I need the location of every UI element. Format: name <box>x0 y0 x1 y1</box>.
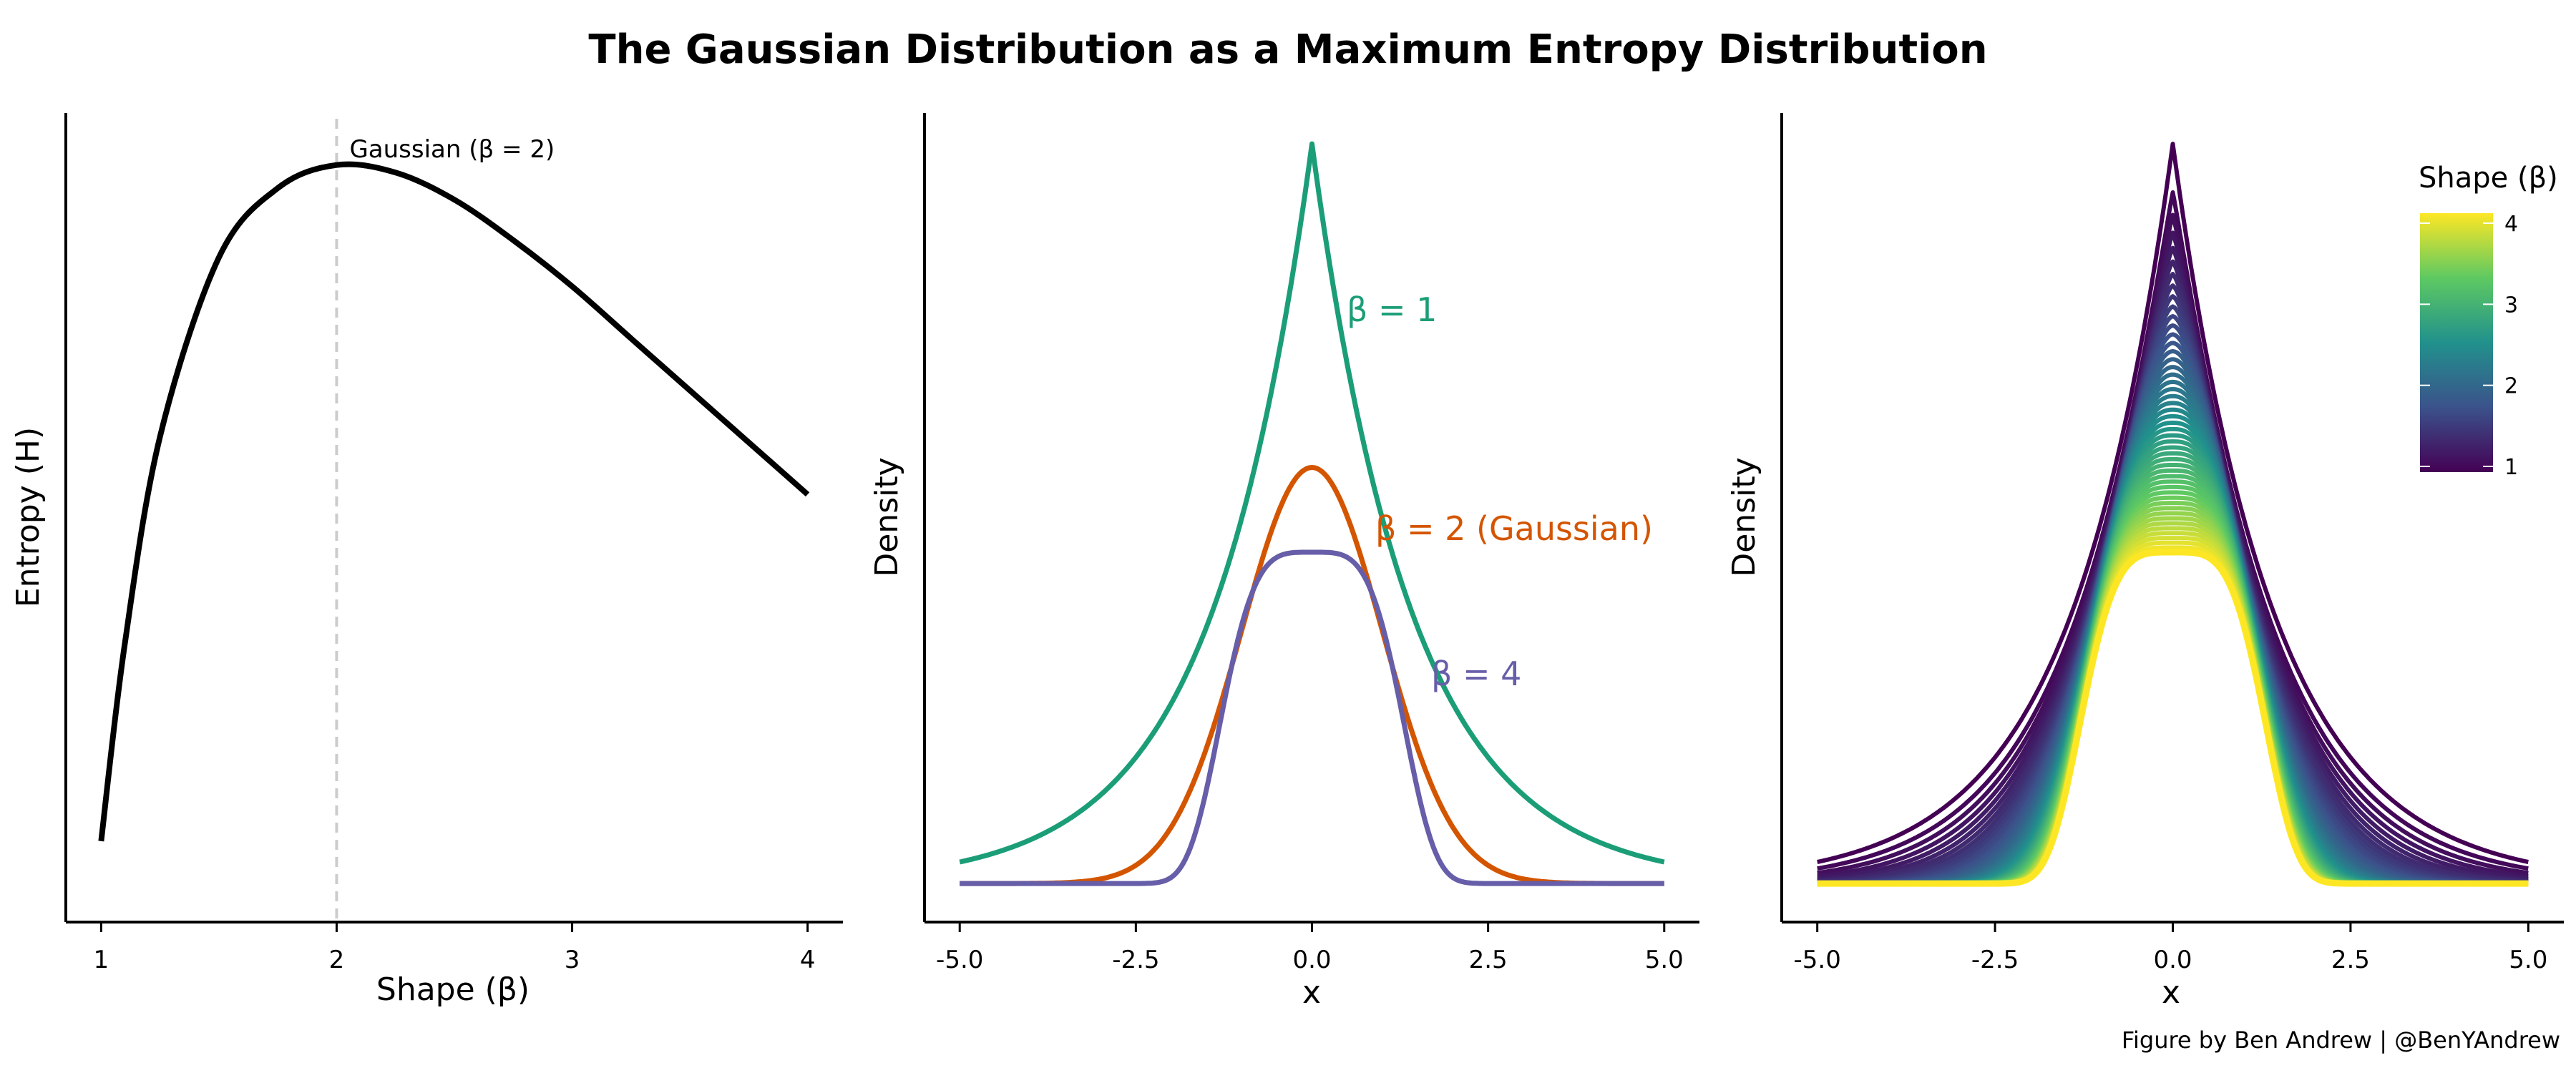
x-tick-label: -2.5 <box>1112 946 1159 974</box>
x-tick-label: 0.0 <box>2153 946 2192 974</box>
colorbar <box>2420 213 2493 472</box>
density-curve <box>1817 526 2529 886</box>
density-panel: -5.0 -2.5 0.0 2.5 5.0 β = 1 β = 2 (Gaussian)… <box>869 113 1699 1011</box>
colorbar-legend: Shape (β) 1 2 3 4 <box>2419 162 2558 480</box>
x-axis-label: x <box>1302 974 1321 1011</box>
colorbar-tick-label: 1 <box>2504 455 2518 480</box>
density-curve <box>1817 272 2529 884</box>
y-axis-label: Density <box>1726 457 1762 577</box>
x-tick-label: 4 <box>800 946 816 974</box>
x-tick-label: 2 <box>329 946 345 974</box>
density-curve <box>1815 549 2530 887</box>
density-curve <box>1817 516 2529 886</box>
colorbar-ticks: 1 2 3 4 <box>2420 212 2518 480</box>
x-tick-label: 2.5 <box>1469 946 1508 974</box>
x-ticks: -5.0 -2.5 0.0 2.5 5.0 <box>936 922 1684 974</box>
density-curve <box>1817 495 2529 886</box>
density-curve-beta-4 <box>959 549 1665 886</box>
y-axis-label: Density <box>869 457 905 577</box>
density-series <box>959 141 1665 886</box>
x-tick-label: 1 <box>94 946 109 974</box>
density-curve <box>1817 190 2529 871</box>
density-curve <box>1817 259 2529 883</box>
x-axis-label: x <box>2162 974 2180 1011</box>
y-axis-label: Entropy (H) <box>10 427 47 607</box>
gaussian-reference-label: Gaussian (β = 2) <box>349 135 555 164</box>
entropy-series <box>98 161 810 842</box>
legend-title: Shape (β) <box>2419 162 2558 195</box>
x-tick-label: -2.5 <box>1971 946 2019 974</box>
x-tick-label: -5.0 <box>936 946 983 974</box>
density-curve <box>1817 506 2529 886</box>
colorbar-tick-label: 4 <box>2504 212 2518 237</box>
series-label-beta-2: β = 2 (Gaussian) <box>1375 509 1653 548</box>
density-curve <box>1817 304 2529 886</box>
x-tick-label: -5.0 <box>1794 946 1841 974</box>
x-tick-label: 0.0 <box>1292 946 1331 974</box>
density-curve <box>1817 245 2529 881</box>
density-curve <box>1817 511 2529 886</box>
colorbar-tick-label: 2 <box>2504 374 2518 399</box>
x-ticks: 1 2 3 4 <box>94 922 816 974</box>
x-tick-label: 2.5 <box>2331 946 2370 974</box>
density-curve <box>1817 501 2529 886</box>
series-label-beta-4: β = 4 <box>1431 655 1521 693</box>
figure-caption: Figure by Ben Andrew | @BenYAndrew <box>2122 1027 2560 1054</box>
density-curve <box>1817 521 2529 886</box>
x-tick-label: 5.0 <box>1645 946 1684 974</box>
x-tick-label: 3 <box>565 946 580 974</box>
entropy-curve <box>98 161 810 842</box>
x-axis-label: Shape (β) <box>376 971 530 1008</box>
density-curve <box>1817 142 2529 864</box>
density-curve <box>1817 230 2529 878</box>
density-curve <box>1817 294 2529 886</box>
density-curve-beta-1 <box>959 141 1665 865</box>
x-ticks: -5.0 -2.5 0.0 2.5 5.0 <box>1794 922 2547 974</box>
density-curve <box>1817 283 2529 885</box>
density-family-panel: -5.0 -2.5 0.0 2.5 5.0 x Density Shape (β) 1 2… <box>1726 113 2564 1011</box>
x-tick-label: 5.0 <box>2509 946 2547 974</box>
density-curve <box>1817 212 2529 876</box>
figure-title: The Gaussian Distribution as a Maximum E… <box>588 26 1987 73</box>
series-label-beta-1: β = 1 <box>1347 290 1437 329</box>
density-family-series <box>1815 142 2530 887</box>
entropy-panel: Gaussian (β = 2) 1 2 3 4 Shape (β) Entropy … <box>10 113 843 1008</box>
colorbar-tick-label: 3 <box>2504 293 2518 318</box>
